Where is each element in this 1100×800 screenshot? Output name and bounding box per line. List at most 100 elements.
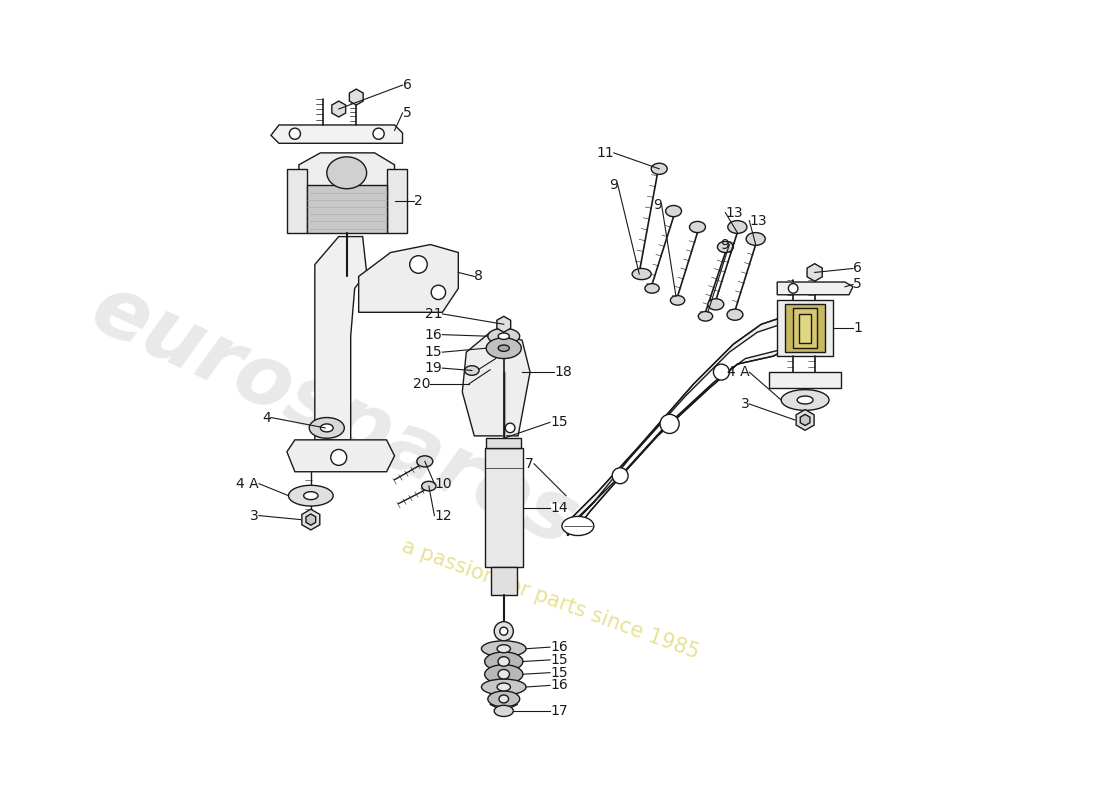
Polygon shape (386, 169, 407, 233)
Text: 5: 5 (852, 278, 861, 291)
Circle shape (331, 450, 346, 466)
Ellipse shape (485, 652, 522, 671)
Ellipse shape (288, 486, 333, 506)
Text: 15: 15 (425, 345, 442, 359)
Text: a passion for parts since 1985: a passion for parts since 1985 (398, 536, 702, 662)
Polygon shape (350, 89, 363, 105)
Circle shape (494, 622, 514, 641)
Text: 4: 4 (262, 410, 271, 425)
Polygon shape (359, 245, 459, 312)
Ellipse shape (486, 338, 521, 358)
Ellipse shape (497, 645, 510, 653)
Polygon shape (799, 314, 812, 342)
Polygon shape (807, 264, 823, 282)
Ellipse shape (417, 456, 432, 467)
Ellipse shape (798, 396, 813, 404)
Polygon shape (486, 438, 521, 448)
Ellipse shape (498, 670, 509, 679)
Polygon shape (491, 567, 517, 595)
Text: 18: 18 (554, 365, 572, 379)
Text: 16: 16 (550, 640, 568, 654)
Text: 7: 7 (526, 457, 535, 470)
Polygon shape (315, 237, 366, 440)
Polygon shape (287, 169, 307, 233)
Text: 6: 6 (852, 262, 861, 275)
Circle shape (660, 414, 679, 434)
Ellipse shape (708, 298, 724, 310)
Ellipse shape (666, 206, 682, 217)
Text: 8: 8 (474, 270, 483, 283)
Ellipse shape (498, 333, 509, 339)
Text: eurospares: eurospares (79, 268, 591, 564)
Polygon shape (307, 185, 386, 233)
Ellipse shape (727, 309, 742, 320)
Text: 13: 13 (725, 206, 742, 220)
Ellipse shape (499, 695, 508, 703)
Ellipse shape (690, 222, 705, 233)
Text: 3: 3 (251, 509, 258, 522)
Ellipse shape (728, 221, 747, 234)
Text: 15: 15 (550, 653, 568, 667)
Ellipse shape (487, 691, 519, 707)
Ellipse shape (651, 163, 668, 174)
Circle shape (613, 468, 628, 484)
Polygon shape (497, 316, 510, 332)
Polygon shape (462, 332, 530, 436)
Ellipse shape (746, 233, 766, 246)
Text: 20: 20 (412, 377, 430, 391)
Ellipse shape (632, 269, 651, 280)
Ellipse shape (485, 665, 522, 684)
Ellipse shape (497, 683, 510, 691)
Text: 9: 9 (609, 178, 618, 192)
Ellipse shape (304, 492, 318, 500)
Ellipse shape (717, 242, 734, 253)
Text: 5: 5 (403, 106, 411, 120)
Text: 9: 9 (652, 198, 661, 212)
Circle shape (714, 364, 729, 380)
Polygon shape (796, 410, 814, 430)
Ellipse shape (482, 679, 526, 695)
Polygon shape (301, 510, 320, 530)
Circle shape (789, 284, 797, 293)
Circle shape (373, 128, 384, 139)
Ellipse shape (320, 424, 333, 432)
Ellipse shape (421, 482, 436, 491)
Ellipse shape (498, 345, 509, 351)
Ellipse shape (494, 706, 514, 717)
Polygon shape (306, 514, 316, 525)
Circle shape (499, 627, 508, 635)
Ellipse shape (309, 418, 344, 438)
Polygon shape (793, 308, 817, 348)
Text: 6: 6 (403, 78, 411, 92)
Polygon shape (299, 153, 395, 233)
Polygon shape (271, 125, 403, 143)
Ellipse shape (482, 641, 526, 657)
Text: 16: 16 (425, 328, 442, 342)
Polygon shape (485, 448, 522, 567)
Ellipse shape (670, 295, 684, 305)
Text: 19: 19 (425, 361, 442, 375)
Text: 4 A: 4 A (727, 365, 749, 379)
Polygon shape (778, 300, 833, 356)
Text: 14: 14 (550, 501, 568, 514)
Polygon shape (565, 316, 801, 535)
Circle shape (289, 128, 300, 139)
Text: 21: 21 (425, 307, 442, 321)
Ellipse shape (781, 390, 829, 410)
Circle shape (431, 285, 446, 299)
Text: 10: 10 (434, 477, 452, 490)
Text: 16: 16 (550, 678, 568, 693)
Ellipse shape (327, 157, 366, 189)
Polygon shape (778, 282, 852, 294)
Ellipse shape (698, 311, 713, 321)
Ellipse shape (498, 657, 509, 666)
Ellipse shape (464, 366, 478, 375)
Text: 12: 12 (434, 509, 452, 522)
Polygon shape (801, 414, 810, 426)
Text: 17: 17 (550, 704, 568, 718)
Text: 1: 1 (852, 322, 861, 335)
Text: 4 A: 4 A (236, 477, 258, 490)
Text: 11: 11 (596, 146, 614, 160)
Text: 3: 3 (740, 397, 749, 411)
Ellipse shape (645, 284, 659, 293)
